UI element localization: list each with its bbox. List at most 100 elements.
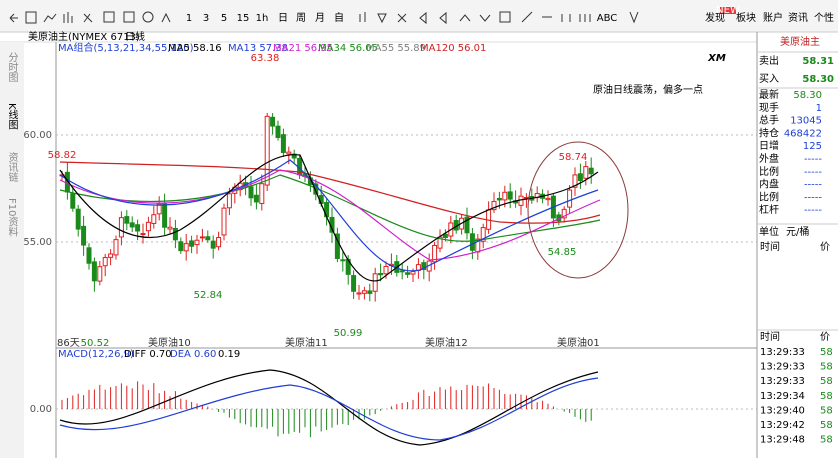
- annotation: 原油日线震荡，偏多一点: [593, 83, 703, 96]
- candle-body: [86, 247, 92, 264]
- candle-body: [275, 125, 281, 138]
- candle-body: [194, 239, 200, 246]
- interval[interactable]: 日: [278, 13, 288, 24]
- stat-label: 比例: [759, 165, 779, 178]
- price-label: 54.85: [548, 247, 577, 258]
- interval[interactable]: 3: [203, 13, 209, 24]
- abc: ABC: [597, 13, 618, 24]
- tick-price: 58: [820, 435, 833, 446]
- date-label: 86天: [57, 338, 80, 349]
- sell-value: 58.31: [802, 56, 834, 67]
- macd-histogram: [61, 381, 592, 438]
- menu-item[interactable]: 个性: [814, 11, 834, 24]
- ma-value: MA21 56.95: [273, 43, 333, 54]
- candle-body: [351, 275, 357, 292]
- candle-body: [205, 236, 211, 241]
- period: 日线: [125, 30, 145, 43]
- interval[interactable]: 月: [315, 12, 325, 24]
- candle-body: [496, 197, 502, 201]
- macd-zero: 0.00: [30, 404, 52, 415]
- interval[interactable]: 1: [186, 13, 192, 24]
- price-axis: 60.00: [23, 130, 52, 141]
- candle-body: [518, 195, 524, 206]
- candle-body: [75, 208, 81, 230]
- menu-item[interactable]: 发现: [705, 11, 725, 24]
- candle-body: [399, 270, 405, 273]
- candle-body: [464, 216, 470, 234]
- side-tab[interactable]: K线图: [6, 103, 18, 130]
- candle-body: [432, 244, 438, 263]
- price-axis: 55.00: [23, 237, 52, 248]
- interval[interactable]: 周: [296, 12, 306, 24]
- candle-body: [264, 115, 270, 186]
- candle-body: [572, 174, 578, 188]
- stat-value: 468422: [784, 128, 822, 139]
- candle-body: [118, 217, 124, 238]
- candle-body: [183, 243, 189, 252]
- stat-label: 杠杆: [759, 203, 779, 216]
- new-badge: NEW: [716, 5, 740, 16]
- candle-body: [199, 236, 205, 239]
- price-label: 63.38: [251, 53, 280, 64]
- side-tab[interactable]: F10资料: [6, 198, 18, 237]
- menu-item[interactable]: 账户: [763, 11, 783, 24]
- tick-price: 58: [820, 362, 833, 373]
- stat-value: 58.30: [793, 90, 822, 101]
- candle-body: [172, 227, 178, 241]
- interval[interactable]: 5: [221, 13, 227, 24]
- candle-body: [167, 226, 173, 230]
- stat-label: 内盘: [759, 178, 779, 191]
- side-tab[interactable]: 分时图: [6, 52, 18, 83]
- candles: [59, 112, 594, 302]
- price-label: 58.82: [48, 150, 77, 161]
- candle-body: [567, 189, 573, 208]
- tick-time: 13:29:40: [760, 405, 805, 416]
- candle-body: [135, 224, 141, 232]
- badge-bg: [720, 7, 736, 14]
- menu-item[interactable]: 板块: [736, 11, 756, 24]
- interval[interactable]: 1h: [256, 13, 269, 24]
- interval[interactable]: 15: [237, 13, 250, 24]
- symbol: 美原油主(NYMEX 6713): [28, 30, 140, 43]
- candle-body: [502, 191, 508, 201]
- candle-body: [334, 233, 340, 259]
- tick-price: 58: [820, 405, 833, 416]
- candle-body: [577, 173, 583, 181]
- stat-label: 日增: [759, 139, 779, 152]
- tick-price: 58: [820, 347, 833, 358]
- candle-body: [178, 241, 184, 252]
- candle-body: [356, 292, 362, 295]
- stat-value: 13045: [790, 116, 822, 127]
- stat-label: 现手: [759, 101, 779, 114]
- candle-body: [248, 186, 254, 199]
- stat-value: 1: [816, 103, 822, 114]
- stat-label: 最新: [759, 88, 779, 101]
- side-tab[interactable]: 资讯链: [6, 152, 18, 182]
- candle-body: [253, 194, 259, 203]
- tick-time: 13:29:33: [760, 362, 805, 373]
- tick-time: 13:29:34: [760, 391, 805, 402]
- stat-label: 持仓: [759, 126, 779, 139]
- menu-item[interactable]: 资讯: [788, 12, 808, 24]
- candle-body: [140, 233, 146, 236]
- candle-body: [113, 239, 119, 256]
- candle-body: [108, 253, 114, 258]
- candle-body: [378, 273, 384, 276]
- highlight-ellipse: [527, 141, 629, 279]
- quote-name: 美原油主: [780, 35, 820, 48]
- interval[interactable]: 自: [334, 11, 344, 24]
- price-label: 52.84: [194, 290, 223, 301]
- macd-title: MACD(12,26,9): [58, 349, 134, 360]
- candle-body: [210, 240, 216, 249]
- candle-body: [162, 203, 168, 228]
- date-label: 美原油01: [557, 336, 600, 349]
- ma-value: MA34 56.05: [318, 43, 378, 54]
- candle-body: [216, 237, 222, 248]
- candle-body: [97, 266, 103, 282]
- tick-time: 13:29:33: [760, 347, 805, 358]
- tick-price: 58: [820, 376, 833, 387]
- candle-body: [189, 240, 195, 247]
- candle-body: [259, 183, 265, 204]
- stat-value: -----: [804, 154, 822, 165]
